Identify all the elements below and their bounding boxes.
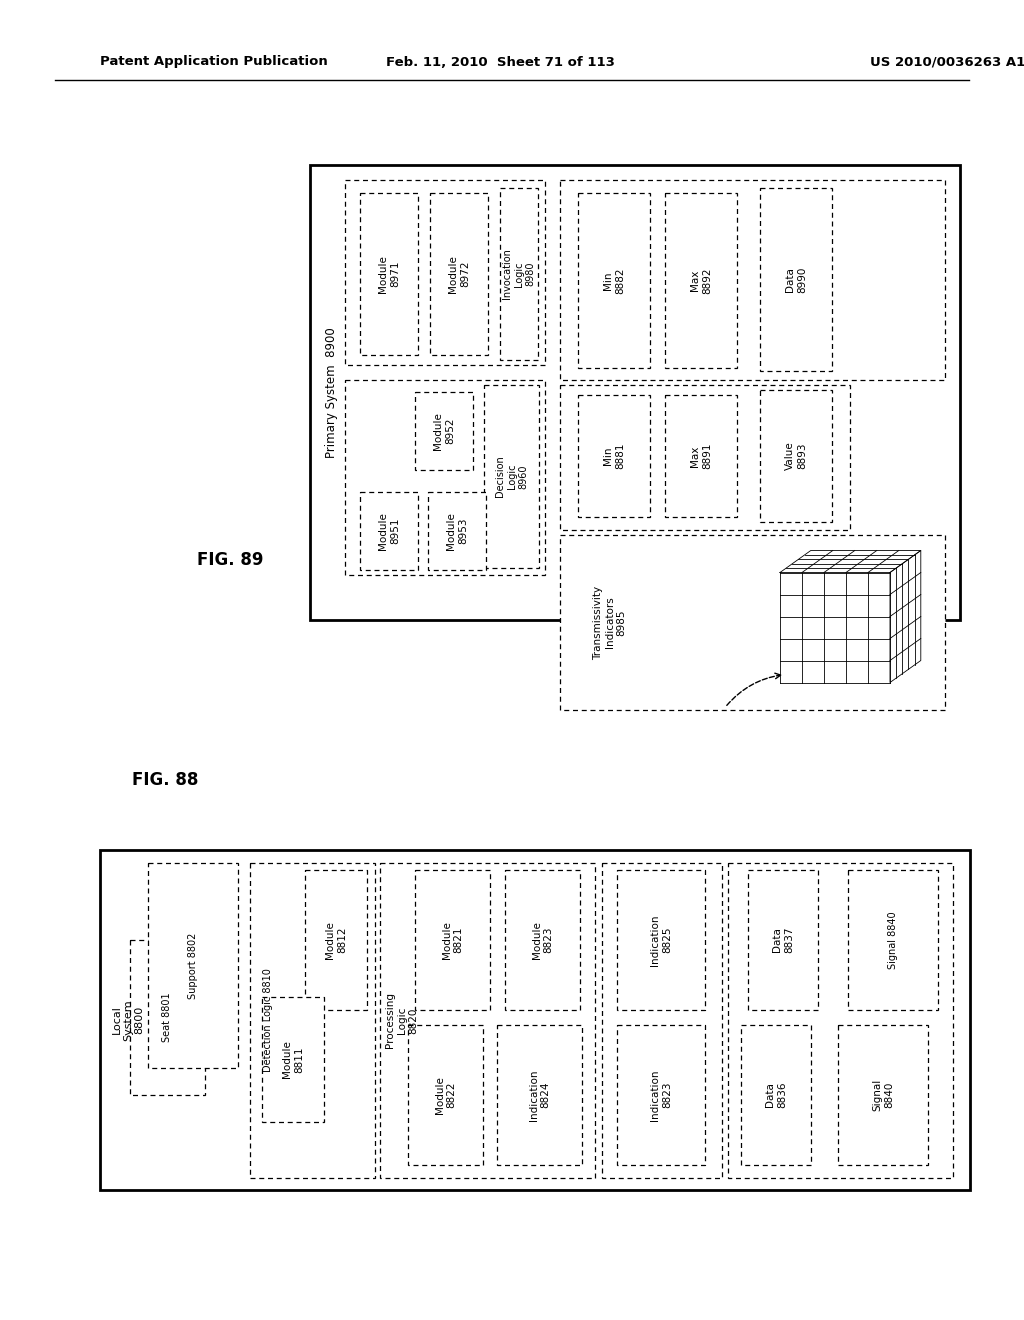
Bar bbox=[415, 870, 490, 1010]
Text: Indication
8825: Indication 8825 bbox=[650, 915, 672, 966]
Bar bbox=[760, 389, 831, 521]
Bar bbox=[602, 863, 722, 1177]
Text: Data
8990: Data 8990 bbox=[785, 267, 807, 293]
Bar bbox=[665, 395, 737, 517]
Bar bbox=[665, 193, 737, 368]
Bar bbox=[838, 1026, 928, 1166]
Bar bbox=[428, 492, 486, 570]
Text: Data
8836: Data 8836 bbox=[765, 1082, 786, 1109]
Bar bbox=[360, 193, 418, 355]
Text: Detection Logic 8810: Detection Logic 8810 bbox=[263, 969, 273, 1072]
Text: Max
8891: Max 8891 bbox=[690, 442, 712, 469]
Bar bbox=[130, 940, 205, 1096]
Text: Min
8882: Min 8882 bbox=[603, 267, 625, 294]
Bar bbox=[430, 193, 488, 355]
Bar bbox=[617, 1026, 705, 1166]
Bar bbox=[578, 193, 650, 368]
Bar bbox=[310, 165, 961, 620]
Text: Support 8802: Support 8802 bbox=[188, 932, 198, 999]
Bar bbox=[408, 1026, 483, 1166]
Text: Module
8821: Module 8821 bbox=[441, 921, 463, 958]
Text: Indication
8823: Indication 8823 bbox=[650, 1069, 672, 1121]
Bar bbox=[360, 492, 418, 570]
Bar bbox=[560, 535, 945, 710]
Text: Invocation
Logic
8980: Invocation Logic 8980 bbox=[503, 248, 536, 300]
Text: Module
8811: Module 8811 bbox=[283, 1040, 304, 1078]
Text: Module
8822: Module 8822 bbox=[435, 1076, 457, 1114]
Text: Value
8893: Value 8893 bbox=[785, 442, 807, 470]
Text: Min
8881: Min 8881 bbox=[603, 442, 625, 469]
Text: Module
8971: Module 8971 bbox=[378, 255, 399, 293]
Bar bbox=[497, 1026, 582, 1166]
Text: Patent Application Publication: Patent Application Publication bbox=[100, 55, 328, 69]
Text: Max
8892: Max 8892 bbox=[690, 267, 712, 294]
Bar bbox=[848, 870, 938, 1010]
Text: FIG. 88: FIG. 88 bbox=[132, 771, 199, 789]
Bar bbox=[500, 187, 538, 360]
Text: Module
8823: Module 8823 bbox=[531, 921, 553, 958]
Bar bbox=[748, 870, 818, 1010]
Bar bbox=[728, 863, 953, 1177]
Text: Processing
Logic
8820: Processing Logic 8820 bbox=[385, 993, 419, 1048]
Text: Module
8953: Module 8953 bbox=[446, 512, 468, 550]
Bar bbox=[560, 180, 945, 380]
Bar bbox=[617, 870, 705, 1010]
Text: Indication
8824: Indication 8824 bbox=[528, 1069, 550, 1121]
Bar bbox=[305, 870, 367, 1010]
Bar bbox=[345, 380, 545, 576]
Bar bbox=[262, 997, 324, 1122]
Text: Feb. 11, 2010  Sheet 71 of 113: Feb. 11, 2010 Sheet 71 of 113 bbox=[386, 55, 614, 69]
Text: US 2010/0036263 A1: US 2010/0036263 A1 bbox=[870, 55, 1024, 69]
Text: Decision
Logic
8960: Decision Logic 8960 bbox=[495, 455, 528, 498]
Text: Seat 8801: Seat 8801 bbox=[163, 993, 172, 1043]
Text: Primary System  8900: Primary System 8900 bbox=[326, 327, 339, 458]
Bar bbox=[484, 385, 539, 568]
Bar bbox=[578, 395, 650, 517]
Bar bbox=[760, 187, 831, 371]
Text: Data
8837: Data 8837 bbox=[772, 927, 794, 953]
Bar bbox=[560, 385, 850, 531]
Text: Module
8951: Module 8951 bbox=[378, 512, 399, 550]
Bar bbox=[741, 1026, 811, 1166]
Bar bbox=[148, 863, 238, 1068]
Bar bbox=[345, 180, 545, 366]
Text: Local
System
8800: Local System 8800 bbox=[112, 999, 144, 1040]
Bar bbox=[505, 870, 580, 1010]
Bar bbox=[415, 392, 473, 470]
Text: Module
8952: Module 8952 bbox=[433, 412, 455, 450]
Bar bbox=[250, 863, 375, 1177]
Bar bbox=[100, 850, 970, 1191]
Text: Signal
8840: Signal 8840 bbox=[872, 1078, 894, 1111]
Text: Transmissivity
Indicators
8985: Transmissivity Indicators 8985 bbox=[593, 586, 627, 660]
Text: FIG. 89: FIG. 89 bbox=[197, 550, 263, 569]
Bar bbox=[380, 863, 595, 1177]
Text: Module
8972: Module 8972 bbox=[449, 255, 470, 293]
Text: Signal 8840: Signal 8840 bbox=[888, 911, 898, 969]
Text: Module
8812: Module 8812 bbox=[326, 921, 347, 958]
